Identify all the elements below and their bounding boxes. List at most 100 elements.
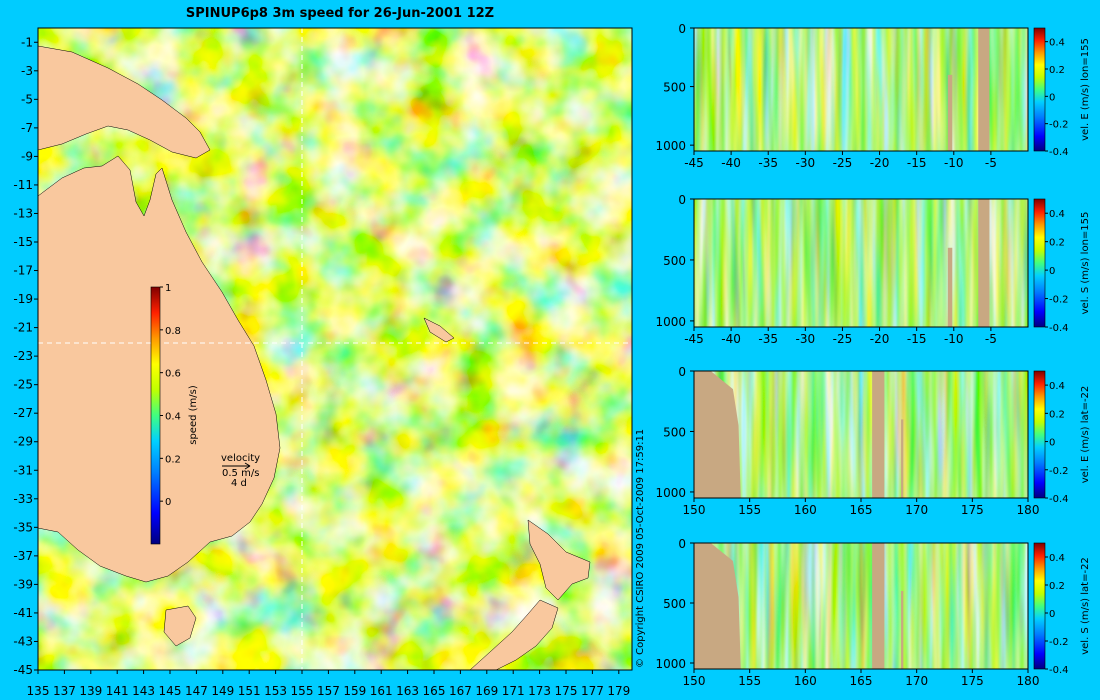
section-xtick-label: -45: [684, 156, 704, 170]
section-ytick-label: 1000: [655, 139, 686, 153]
section-xtick-label: 175: [961, 503, 984, 517]
velocity-key-speed: 0.5 m/s: [222, 468, 259, 479]
section-colorbar-tick-label: 0.2: [1049, 581, 1065, 592]
map-xtick-label: 139: [79, 684, 102, 698]
section-xtick-label: 150: [683, 674, 706, 688]
section-ytick-label: 1000: [655, 657, 686, 671]
section-xtick-label: -25: [833, 332, 853, 346]
section-colorbar-tick-label: -0.4: [1049, 323, 1069, 334]
section-colorbar-label: vel. S (m/s) lon=155: [1080, 212, 1091, 315]
section-colorbar-tick-label: -0.4: [1049, 494, 1069, 505]
map-xtick-label: 145: [159, 684, 182, 698]
land-new-caledonia: [423, 317, 455, 343]
section-colorbar-label: vel. E (m/s) lat=-22: [1080, 386, 1091, 484]
section-colorbar-tick-label: 0.4: [1049, 209, 1065, 220]
map-xtick-label: 153: [264, 684, 287, 698]
speed-colorbar-ticks: 0 0.2 0.4 0.6 0.8 1: [160, 283, 181, 508]
map-xtick-label: 149: [211, 684, 234, 698]
chart-title: SPINUP6p8 3m speed for 26-Jun-2001 12Z: [186, 6, 494, 21]
map-ytick-label: -27: [13, 406, 33, 420]
section-colorbar-label: vel. S (m/s) lat=-22: [1080, 557, 1091, 655]
map-xtick-label: 157: [317, 684, 340, 698]
section-field: [694, 371, 1028, 498]
section-ytick-label: 500: [663, 597, 686, 611]
section-xtick-label: -15: [907, 332, 927, 346]
section-xtick-label: -10: [944, 332, 964, 346]
map-xtick-label: 163: [396, 684, 419, 698]
section-ytick-label: 1000: [655, 486, 686, 500]
section-panel: 150 155 160 165 170 175 180 0 500 1000 -0.4 -0.2 0 0.…: [655, 537, 1091, 688]
section-xtick-label: 150: [683, 503, 706, 517]
map-ytick-label: -7: [21, 121, 33, 135]
section-colorbar-tick-label: 0: [1049, 266, 1055, 277]
velocity-key-label: velocity: [221, 453, 260, 464]
section-field: [694, 543, 1028, 669]
section-xtick-label: -5: [985, 156, 997, 170]
speed-colorbar-tick-label: 1: [165, 283, 171, 294]
map-ytick-label: -43: [13, 634, 33, 648]
velocity-key: velocity 0.5 m/s 4 d: [221, 453, 260, 489]
section-xtick-label: -35: [758, 156, 778, 170]
section-xtick-label: -20: [870, 156, 890, 170]
section-ytick-label: 0: [678, 22, 686, 36]
section-colorbar-tick-label: -0.2: [1049, 120, 1069, 131]
map-ytick-label: -31: [13, 463, 33, 477]
speed-colorbar-tick-label: 0.8: [165, 326, 181, 337]
section-xtick-label: -40: [721, 332, 741, 346]
section-xtick-label: -30: [796, 156, 816, 170]
map-xtick-label: 177: [581, 684, 604, 698]
map-ytick-label: -33: [13, 492, 33, 506]
section-xtick-label: 160: [794, 674, 817, 688]
map-xtick-label: 137: [53, 684, 76, 698]
section-colorbar-tick-label: 0: [1049, 92, 1055, 103]
section-field: [694, 28, 1028, 151]
section-colorbar-tick-label: -0.4: [1049, 147, 1069, 158]
land-new-guinea: [38, 45, 211, 159]
section-land-block: [872, 371, 885, 498]
section-xtick-label: -25: [833, 156, 853, 170]
map-ytick-label: -11: [13, 178, 33, 192]
map-xtick-label: 151: [238, 684, 261, 698]
section-ytick-label: 0: [678, 365, 686, 379]
section-xtick-label: 160: [794, 503, 817, 517]
section-colorbar-tick-label: -0.2: [1049, 295, 1069, 306]
map-ytick-label: -13: [13, 206, 33, 220]
map-ytick-label: -23: [13, 349, 33, 363]
map-xtick-label: 159: [343, 684, 366, 698]
velocity-key-arrowhead: [244, 462, 251, 470]
section-land-coast: [694, 371, 741, 498]
section-panel: 150 155 160 165 170 175 180 0 500 1000 -0.4 -0.2 0 0.…: [655, 365, 1091, 517]
section-xtick-label: 170: [905, 674, 928, 688]
map-ytick-label: -5: [21, 92, 33, 106]
section-xtick-label: -35: [758, 332, 778, 346]
map-ytick-label: -25: [13, 378, 33, 392]
section-ytick-label: 500: [663, 254, 686, 268]
map-ytick-label: -21: [13, 321, 33, 335]
speed-colorbar-label: speed (m/s): [188, 385, 199, 445]
map-ytick-label: -17: [13, 264, 33, 278]
section-colorbar-tick-label: 0.2: [1049, 238, 1065, 249]
section-colorbar-tick-label: 0.4: [1049, 381, 1065, 392]
land-new-zealand-south: [469, 599, 559, 670]
map-xtick-label: 179: [607, 684, 630, 698]
section-colorbar: [1033, 198, 1046, 328]
map-ytick-label: -9: [21, 149, 33, 163]
speed-colorbar-gradient: [150, 286, 161, 545]
section-colorbar-tick-label: 0.4: [1049, 38, 1065, 49]
section-colorbar-tick-label: 0.2: [1049, 65, 1065, 76]
velocity-key-duration: 4 d: [231, 478, 247, 489]
map-ytick-label: -1: [21, 35, 33, 49]
section-xtick-label: 180: [1017, 503, 1040, 517]
land-new-zealand-north: [527, 519, 591, 601]
section-colorbar-tick-label: -0.2: [1049, 637, 1069, 648]
map-xtick-label: 143: [132, 684, 155, 698]
speed-colorbar-tick-label: 0.4: [165, 412, 181, 423]
section-land-block: [901, 419, 904, 498]
section-panel: -45 -40 -35 -30 -25 -20 -15 -10 -5 0 500 1000 -0.4 -0…: [655, 193, 1091, 346]
section-xtick-label: 155: [738, 674, 761, 688]
map-ytick-label: -37: [13, 549, 33, 563]
section-colorbar: [1033, 370, 1046, 499]
section-colorbar-label: vel. E (m/s) lon=155: [1080, 38, 1091, 141]
land-tasmania: [163, 605, 197, 647]
section-xtick-label: -5: [985, 332, 997, 346]
